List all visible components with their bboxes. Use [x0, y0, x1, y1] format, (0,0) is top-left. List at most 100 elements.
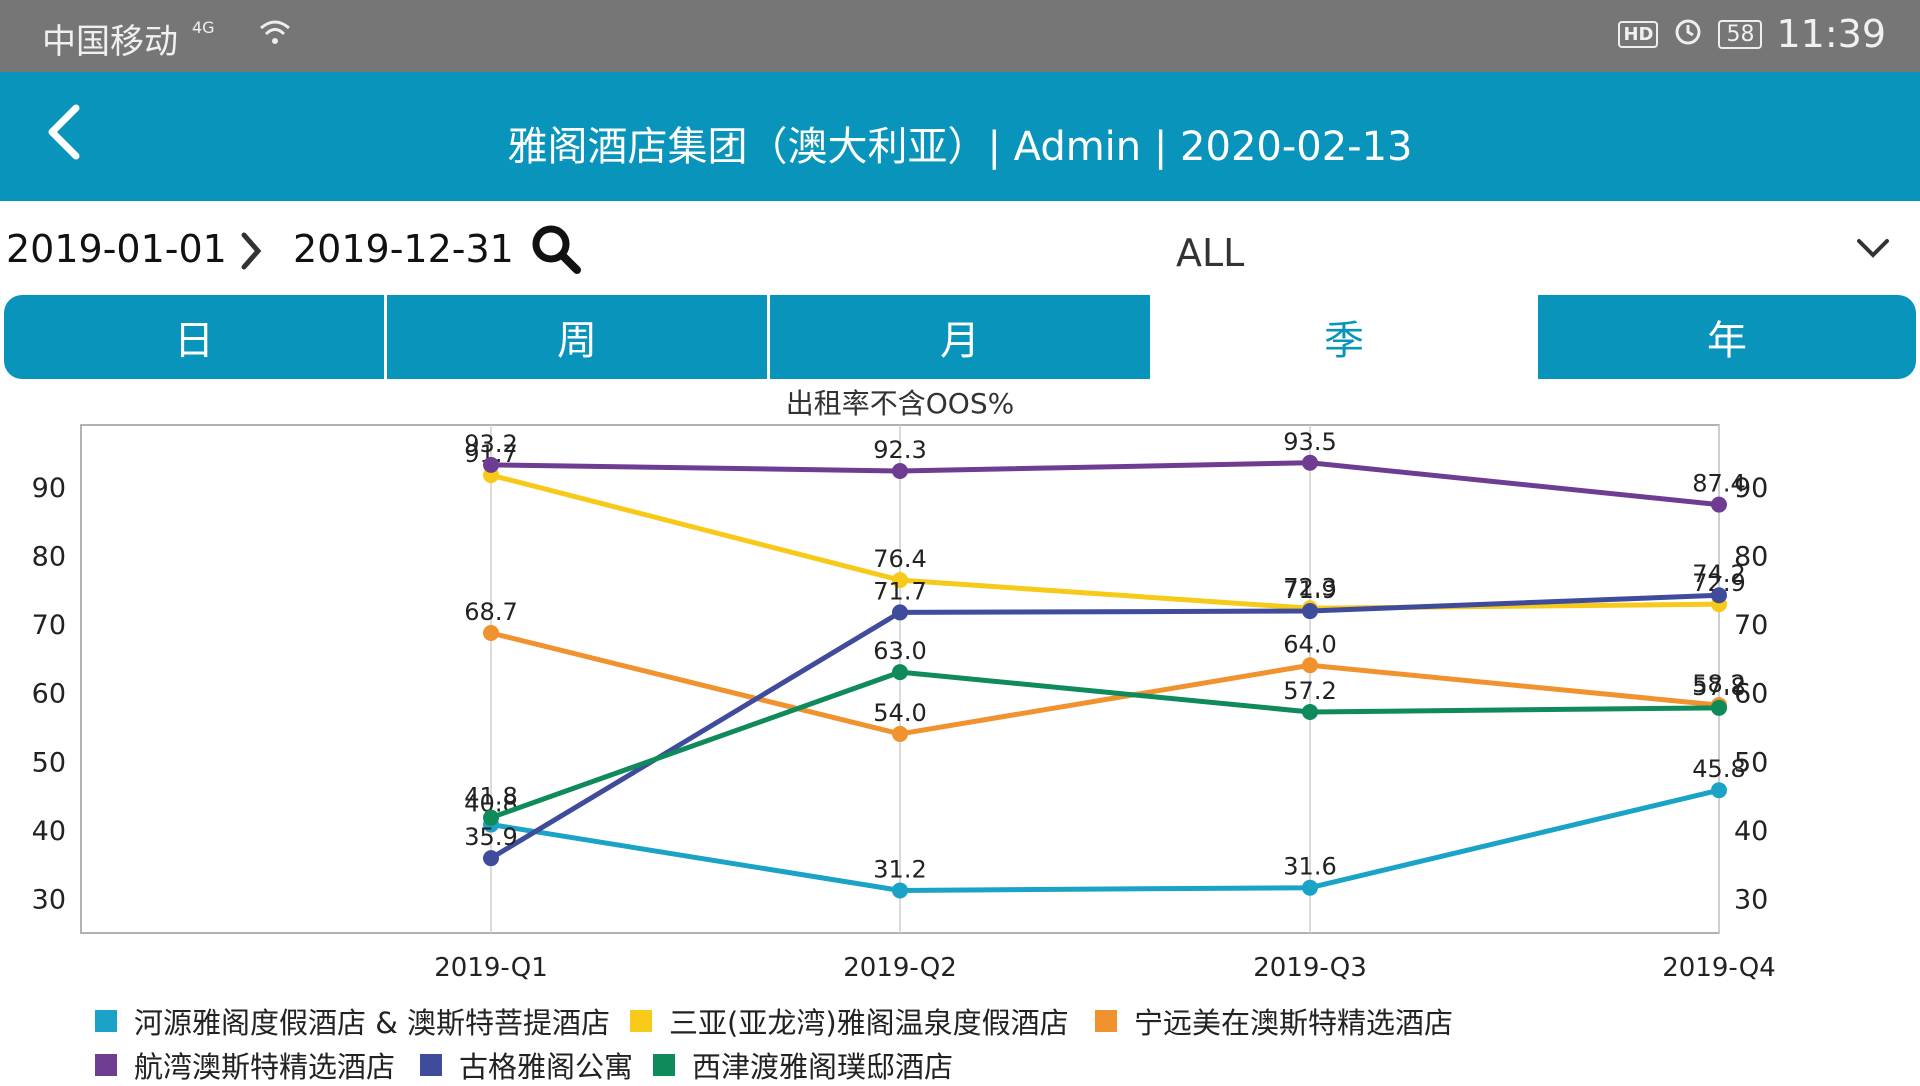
data-label: 57.2 — [1283, 677, 1336, 705]
hd-badge: HD — [1618, 20, 1659, 48]
y-tick-label-left: 70 — [32, 610, 66, 641]
data-point — [1302, 454, 1318, 471]
y-tick-label-right: 70 — [1734, 610, 1768, 641]
occupancy-chart: 2019-Q1 2019-Q2 2019-Q3 2019-Q4 30 30 40 40 50 50… — [32, 424, 1776, 983]
end-date[interactable]: 2019-12-31 — [293, 227, 514, 271]
legend-swatch — [95, 1054, 117, 1076]
x-tick-label: 2019-Q3 — [1253, 953, 1367, 983]
chart-title: 出租率不含OOS% — [785, 387, 1015, 420]
tab-month[interactable]: 月 — [770, 295, 1153, 379]
series-line — [489, 592, 1720, 861]
data-label: 54.0 — [873, 699, 926, 727]
tab-week[interactable]: 周 — [387, 295, 770, 379]
tab-year[interactable]: 年 — [1538, 295, 1916, 379]
data-point — [483, 809, 499, 826]
data-point — [1711, 496, 1727, 513]
data-label: 64.0 — [1283, 630, 1336, 658]
legend-item: 古格雅阁公寓 — [420, 1044, 633, 1086]
data-point — [1302, 703, 1318, 720]
data-point — [483, 456, 499, 473]
x-tick-label: 2019-Q1 — [434, 953, 548, 983]
data-point — [1711, 782, 1727, 799]
y-tick-label-right: 30 — [1734, 885, 1768, 916]
battery-icon: 58 — [1718, 19, 1763, 49]
data-point — [1711, 699, 1727, 716]
data-point — [1302, 879, 1318, 896]
tab-quarter[interactable]: 季 — [1153, 295, 1538, 379]
y-tick-label-left: 30 — [32, 885, 66, 916]
series-line — [490, 460, 1720, 508]
legend-swatch — [1095, 1010, 1117, 1032]
data-point — [892, 572, 908, 589]
data-point — [1302, 657, 1318, 674]
y-tick-label-left: 50 — [32, 747, 66, 778]
legend-label: 西津渡雅阁璞邸酒店 — [692, 1050, 954, 1084]
chevron-right-icon — [238, 231, 264, 275]
legend-label: 河源雅阁度假酒店 & 澳斯特菩提酒店 — [134, 1006, 611, 1040]
x-tick-label: 2019-Q2 — [843, 953, 957, 983]
data-point — [892, 462, 908, 479]
data-label: 31.2 — [873, 855, 926, 883]
y-tick-label-left: 60 — [32, 679, 66, 710]
series-line — [490, 787, 1720, 893]
series-line — [490, 669, 1720, 821]
y-tick-label-left: 80 — [32, 541, 66, 572]
hotel-select[interactable]: ALL — [1176, 231, 1245, 275]
legend-swatch — [95, 1010, 117, 1032]
network-type: 4G — [192, 18, 215, 37]
y-tick-label-left: 90 — [32, 473, 66, 504]
data-label: 72.3 — [1283, 573, 1336, 601]
period-tabs: 日 周 月 季 年 — [4, 295, 1916, 379]
data-label: 93.5 — [1283, 428, 1336, 456]
y-tick-label-right: 40 — [1734, 816, 1768, 847]
wifi-icon — [258, 16, 292, 54]
chevron-down-icon[interactable] — [1856, 237, 1890, 265]
data-label: 63.0 — [873, 637, 926, 665]
data-label: 68.7 — [464, 598, 517, 626]
legend-item: 河源雅阁度假酒店 & 澳斯特菩提酒店 — [95, 1000, 610, 1042]
data-label: 58.2 — [1692, 670, 1745, 698]
search-icon[interactable] — [530, 223, 582, 279]
page-title: 雅阁酒店集团（澳大利亚）| Admin | 2020-02-13 — [507, 124, 1413, 170]
data-label: 71.7 — [873, 577, 926, 605]
data-point — [1302, 603, 1318, 620]
header-bar: 雅阁酒店集团（澳大利亚）| Admin | 2020-02-13 — [0, 72, 1920, 201]
data-label: 76.4 — [873, 545, 926, 573]
data-point — [483, 850, 499, 867]
x-tick-label: 2019-Q4 — [1662, 953, 1776, 983]
series-line — [490, 472, 1720, 611]
legend-item: 航湾澳斯特精选酒店 — [95, 1044, 395, 1086]
data-label: 74.2 — [1692, 560, 1745, 588]
legend-swatch — [653, 1054, 675, 1076]
data-label: 93.2 — [464, 430, 517, 458]
alarm-icon — [1672, 12, 1704, 56]
data-label: 41.8 — [464, 783, 517, 811]
data-label: 35.9 — [464, 823, 517, 851]
start-date[interactable]: 2019-01-01 — [6, 227, 227, 271]
legend-label: 古格雅阁公寓 — [459, 1050, 634, 1084]
data-point — [892, 604, 908, 621]
y-tick-label-right: 80 — [1734, 541, 1768, 572]
data-label: 45.8 — [1692, 755, 1745, 783]
y-tick-label-left: 40 — [32, 816, 66, 847]
legend-swatch — [420, 1054, 442, 1076]
data-point — [1711, 587, 1727, 604]
legend-item: 三亚(亚龙湾)雅阁温泉度假酒店 — [630, 1000, 1069, 1042]
legend-item: 西津渡雅阁璞邸酒店 — [653, 1044, 953, 1086]
legend-item: 宁远美在澳斯特精选酒店 — [1095, 1000, 1453, 1042]
tab-day[interactable]: 日 — [4, 295, 387, 379]
series-line — [490, 630, 1720, 737]
carrier-label: 中国移动 — [42, 22, 178, 62]
data-label: 31.6 — [1283, 853, 1336, 881]
data-point — [892, 664, 908, 681]
data-label: 57.8 — [1692, 673, 1745, 701]
data-point — [483, 625, 499, 642]
filter-bar: 2019-01-01 2019-12-31 ALL — [0, 201, 1920, 293]
data-point — [892, 882, 908, 899]
y-tick-label-right: 60 — [1734, 679, 1768, 710]
clock: 11:39 — [1776, 12, 1886, 56]
legend-label: 三亚(亚龙湾)雅阁温泉度假酒店 — [669, 1006, 1069, 1040]
legend-label: 航湾澳斯特精选酒店 — [134, 1050, 396, 1084]
y-tick-label-right: 50 — [1734, 747, 1768, 778]
chevron-left-icon[interactable] — [44, 102, 84, 166]
